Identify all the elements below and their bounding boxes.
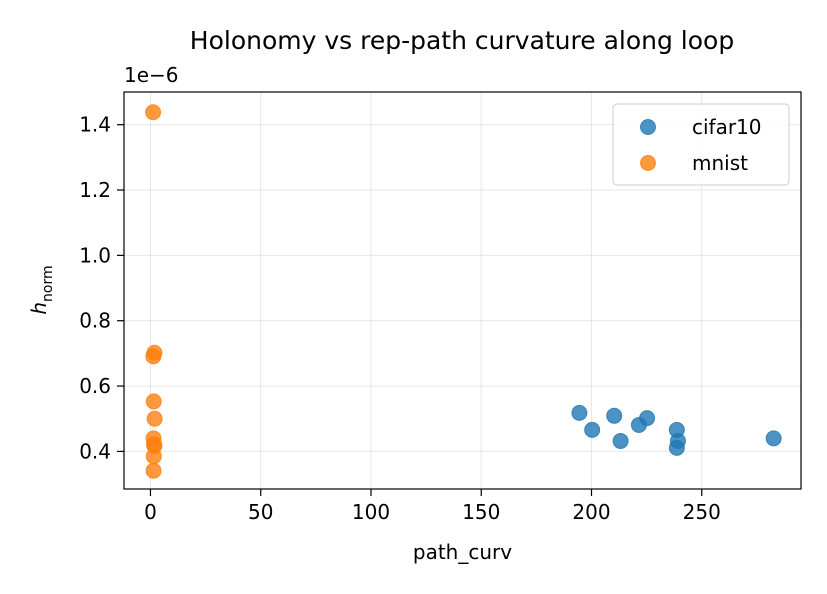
x-tick-label-1: 50: [248, 500, 273, 524]
mnist-point-0: [145, 104, 162, 121]
x-axis-label: path_curv: [413, 540, 512, 564]
mnist-point-3: [145, 393, 162, 410]
cifar10-point-2: [606, 407, 623, 424]
cifar10-point-5: [639, 410, 656, 427]
legend-box: [612, 103, 790, 186]
cifar10-point-1: [584, 421, 601, 438]
x-tick-label-5: 250: [683, 500, 721, 524]
legend-label-mnist: mnist: [692, 151, 748, 175]
x-tick-label-0: 0: [144, 500, 157, 524]
y-tick-label-5: 1.4: [79, 113, 111, 137]
y-tick-label-0: 0.4: [79, 439, 111, 463]
y-axis-offset-label: 1e−6: [124, 63, 179, 87]
mnist-point-2: [145, 348, 162, 365]
mnist-point-4: [146, 410, 163, 427]
x-tick-label-2: 100: [352, 500, 390, 524]
mnist-point-8: [145, 448, 162, 465]
legend: cifar10 mnist: [612, 103, 790, 186]
legend-marker-mnist: [640, 155, 656, 171]
legend-marker-cifar10: [640, 119, 656, 135]
y-tick-label-3: 1.0: [79, 243, 111, 267]
x-tick-label-4: 200: [572, 500, 610, 524]
cifar10-point-3: [612, 432, 629, 449]
y-axis-label-main: h: [27, 302, 51, 315]
cifar10-point-8: [668, 439, 685, 456]
y-axis-label-subscript: norm: [40, 265, 56, 302]
x-tick-label-3: 150: [462, 500, 500, 524]
plot-frame: [123, 91, 802, 490]
series-cifar10: [571, 404, 782, 456]
y-axis-label: hnorm: [27, 265, 56, 314]
axis-ticks: 0 50 100 150 200 250 0.4 0.6 0.8 1.0 1.2 1.4: [79, 113, 721, 524]
y-tick-label-1: 0.6: [79, 374, 111, 398]
data-points: [145, 104, 782, 479]
chart-title: Holonomy vs rep-path curvature along loo…: [190, 26, 734, 55]
y-tick-label-2: 0.8: [79, 309, 111, 333]
cifar10-point-9: [765, 430, 782, 447]
y-tick-label-4: 1.2: [79, 178, 111, 202]
legend-label-cifar10: cifar10: [692, 115, 762, 139]
mnist-point-9: [145, 462, 162, 479]
cifar10-point-0: [571, 404, 588, 421]
series-mnist: [145, 104, 163, 479]
